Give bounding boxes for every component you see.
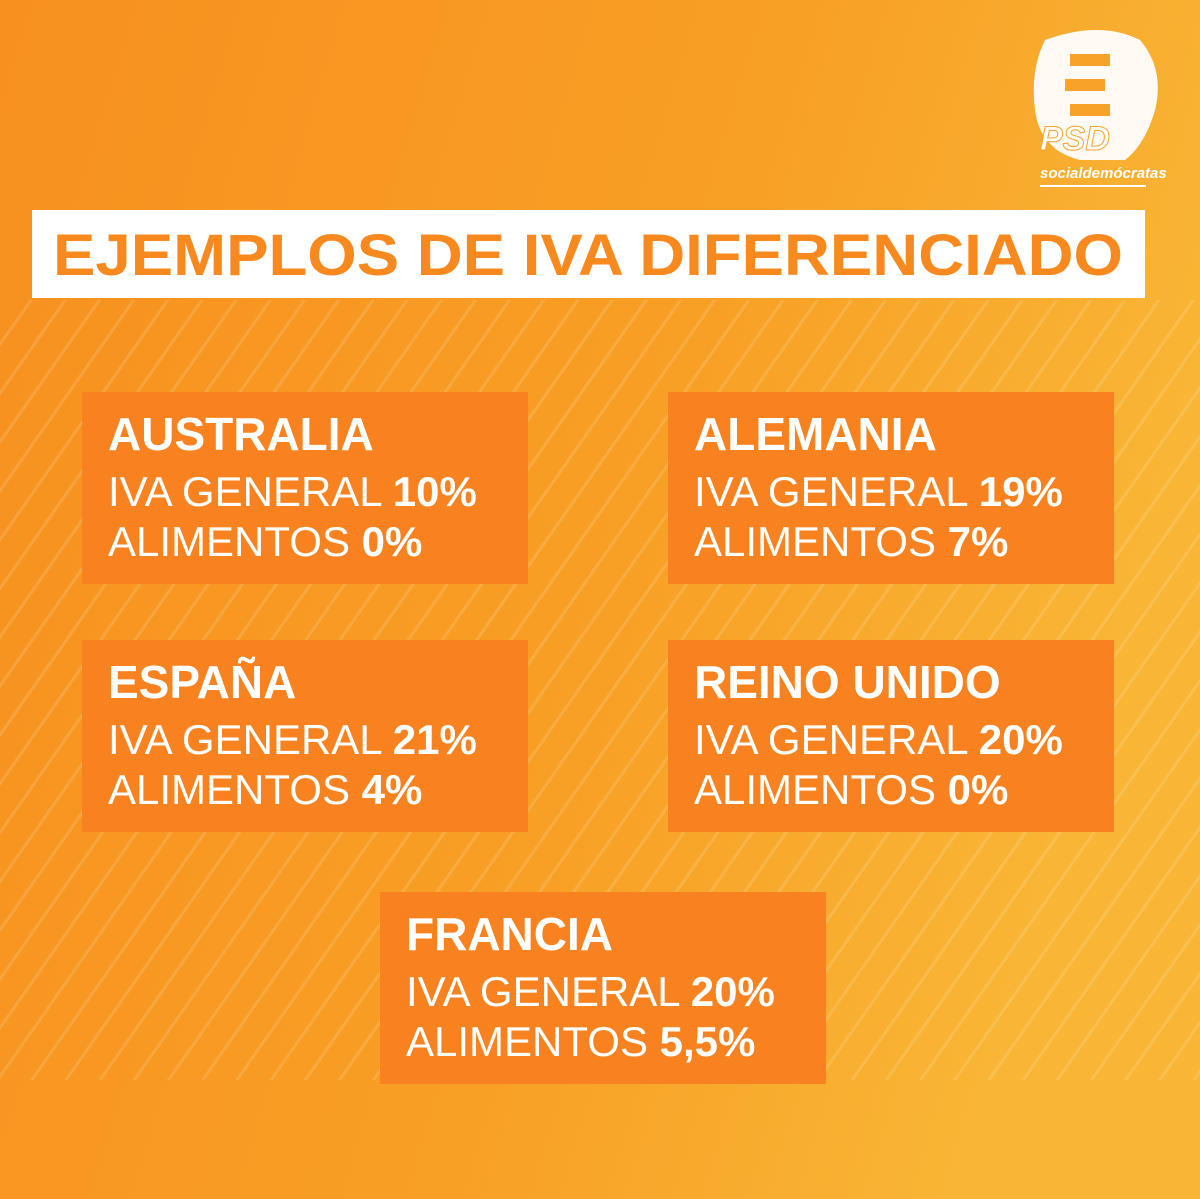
title-box [32, 210, 1145, 298]
rate-label: ALIMENTOS [108, 518, 350, 565]
logo-acronym: PSD [1040, 120, 1110, 158]
rate-value: 21% [393, 716, 477, 763]
rate-row: IVA GENERAL 21% [108, 716, 477, 763]
rate-value: 0% [362, 518, 423, 565]
rate-value: 7% [948, 518, 1009, 565]
rate-value: 20% [691, 968, 775, 1015]
card-box [668, 392, 1114, 584]
rate-label: IVA GENERAL [694, 716, 967, 763]
card-box [82, 392, 528, 584]
title: EJEMPLOS DE IVA DIFERENCIADO [53, 223, 1123, 288]
country-name: ALEMANIA [694, 408, 937, 460]
rate-label: ALIMENTOS [406, 1018, 648, 1065]
logo-mark [1065, 54, 1110, 116]
rate-value: 19% [979, 468, 1063, 515]
card-box [380, 892, 826, 1084]
country-name: FRANCIA [406, 908, 613, 960]
rate-row: ALIMENTOS 0% [694, 766, 1008, 813]
rate-value: 10% [393, 468, 477, 515]
country-name: AUSTRALIA [108, 408, 374, 460]
rate-row: ALIMENTOS 4% [108, 766, 422, 813]
rate-label: IVA GENERAL [108, 716, 381, 763]
card-box [82, 640, 528, 832]
rate-label: IVA GENERAL [406, 968, 679, 1015]
rate-row: ALIMENTOS 5,5% [406, 1018, 755, 1065]
rate-row: IVA GENERAL 20% [406, 968, 775, 1015]
logo-shape [1033, 30, 1158, 160]
logo: PSD socialdemócratas [1033, 30, 1167, 187]
rate-row: ALIMENTOS 7% [694, 518, 1008, 565]
rate-row: IVA GENERAL 19% [694, 468, 1063, 515]
rate-row: IVA GENERAL 20% [694, 716, 1063, 763]
rate-row: IVA GENERAL 10% [108, 468, 477, 515]
rate-label: ALIMENTOS [694, 518, 936, 565]
logo-tagline: socialdemócratas [1040, 165, 1167, 182]
country-name: ESPAÑA [108, 656, 296, 708]
rate-label: ALIMENTOS [694, 766, 936, 813]
rate-label: IVA GENERAL [108, 468, 381, 515]
rate-label: ALIMENTOS [108, 766, 350, 813]
rate-value: 4% [362, 766, 423, 813]
rate-row: ALIMENTOS 0% [108, 518, 422, 565]
rate-value: 20% [979, 716, 1063, 763]
rate-label: IVA GENERAL [694, 468, 967, 515]
country-name: REINO UNIDO [694, 656, 1001, 708]
rate-value: 0% [948, 766, 1009, 813]
rate-value: 5,5% [660, 1018, 756, 1065]
card-box [668, 640, 1114, 832]
